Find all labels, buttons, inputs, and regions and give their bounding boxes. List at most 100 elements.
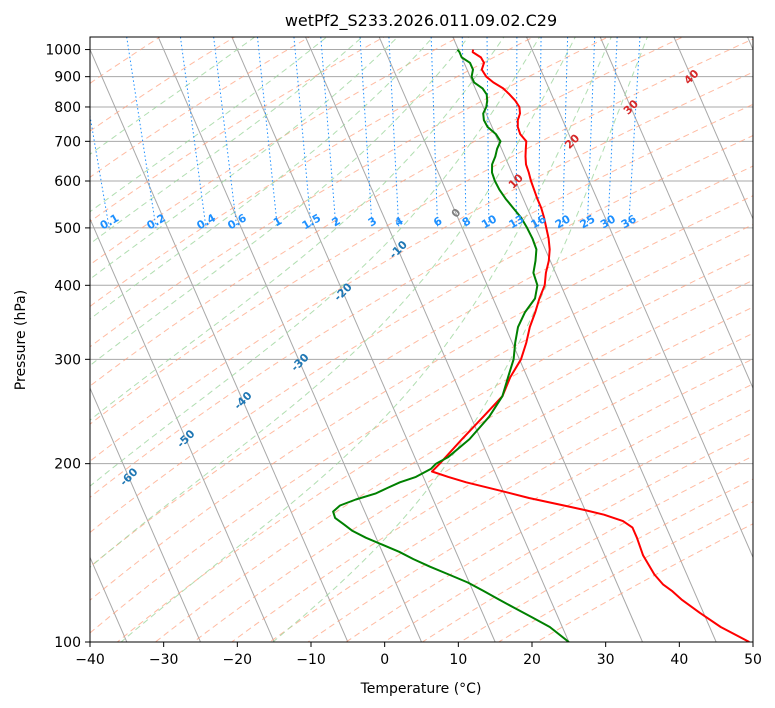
dry-adiabat <box>307 383 753 642</box>
y-tick-label: 700 <box>54 134 81 150</box>
isotherm-line <box>231 37 496 642</box>
mixing-ratio-line <box>607 37 618 228</box>
mixing-ratio-label: 30 <box>598 212 618 231</box>
x-axis-label: Temperature (°C) <box>360 681 482 697</box>
isotherm-line <box>0 25 59 655</box>
dry-adiabat <box>90 103 753 498</box>
moist-adiabat <box>90 37 470 367</box>
mixing-ratio-label: 4 <box>392 214 405 229</box>
dry-adiabat <box>345 407 753 642</box>
mixing-ratio-label: 13 <box>507 212 527 231</box>
dry-adiabat <box>535 523 753 642</box>
mixing-ratio-line <box>562 37 569 228</box>
isotherm-line <box>673 37 753 221</box>
mixing-ratio-label: 0.6 <box>225 211 249 232</box>
theta-e-curve <box>0 25 76 653</box>
mixing-ratio-label: 10 <box>479 212 499 231</box>
isotherm-line <box>90 48 349 642</box>
isotherm-label: 30 <box>621 97 641 117</box>
dry-adiabat <box>230 332 753 642</box>
dry-adiabat <box>90 135 753 534</box>
mixing-ratio-label: 3 <box>366 214 379 229</box>
dry-adiabat <box>90 37 385 223</box>
dry-adiabat <box>90 37 610 348</box>
isotherm-label: -30 <box>288 351 311 374</box>
isotherm-line <box>90 217 275 642</box>
moist-adiabat <box>120 37 612 642</box>
dry-adiabat <box>90 37 236 132</box>
y-tick-label: 600 <box>54 174 81 190</box>
y-tick-label: 300 <box>54 352 81 368</box>
moist-adiabat <box>90 37 399 280</box>
y-axis: 100 200 300 400 500 600 700 800 900 1000 <box>45 43 90 651</box>
moist-adiabat <box>90 37 541 487</box>
y-tick-label: 200 <box>54 457 81 473</box>
background-lines <box>0 25 753 655</box>
x-tick-label: 10 <box>449 652 467 668</box>
chart-title: wetPf2_S233.2026.011.09.02.C29 <box>285 11 557 31</box>
moist-adiabat <box>90 37 328 213</box>
moist-adiabat <box>90 37 256 155</box>
isotherm-label: 40 <box>681 67 701 87</box>
dry-adiabat <box>497 501 753 642</box>
isotherm-label: -20 <box>332 280 355 303</box>
mixing-ratio-line <box>461 37 467 228</box>
mixing-ratio-label: 6 <box>431 214 444 229</box>
dry-adiabat <box>383 432 753 642</box>
isotherm-label: -80 <box>3 542 26 565</box>
temperature-profile <box>431 49 750 642</box>
moist-adiabat <box>272 37 648 642</box>
dry-adiabat <box>90 37 460 266</box>
dry-adiabat <box>459 478 753 642</box>
moist-adiabat <box>90 37 434 320</box>
x-tick-label: −40 <box>75 652 105 668</box>
mixing-ratio-line <box>537 37 542 228</box>
plot-frame <box>89 36 754 643</box>
y-tick-label: 900 <box>54 70 81 86</box>
moist-adiabat <box>90 37 363 245</box>
mixing-ratio-label: 1.5 <box>300 211 323 232</box>
sounding-profiles <box>332 48 750 642</box>
x-tick-label: 30 <box>597 652 615 668</box>
dry-adiabat <box>90 37 311 178</box>
isotherm-line <box>304 37 570 642</box>
dry-adiabat <box>421 455 753 642</box>
mixing-ratio-line <box>320 37 337 228</box>
mixing-ratio-label: 2 <box>330 214 343 229</box>
mixing-ratio-label: 0.4 <box>195 211 219 232</box>
y-tick-label: 800 <box>54 100 81 116</box>
y-axis-label: Pressure (hPa) <box>13 290 29 390</box>
x-axis: −40 −30 −20 −10 0 10 20 30 40 50 <box>75 642 762 668</box>
x-tick-label: 50 <box>744 652 762 668</box>
dry-adiabat <box>90 224 753 634</box>
mixing-ratio-label: 0.2 <box>145 211 168 232</box>
mixing-ratio-line <box>388 37 400 228</box>
mixing-ratio-line <box>359 37 373 228</box>
isotherm-line <box>452 37 717 642</box>
mixing-ratio-line <box>628 37 641 228</box>
isotherm-line <box>157 37 423 642</box>
mixing-ratio-line <box>256 37 278 228</box>
mixing-ratio-line <box>586 37 596 228</box>
mixing-ratio-label: 25 <box>578 212 598 231</box>
moist-adiabat <box>90 37 576 568</box>
mixing-ratio-label: 20 <box>553 212 573 231</box>
y-tick-label: 100 <box>54 635 81 651</box>
isotherm-line <box>599 37 753 390</box>
y-tick-label: 1000 <box>45 43 81 59</box>
mixing-ratio-label: 0.1 <box>98 211 121 232</box>
isotherm-label: -40 <box>231 389 254 412</box>
isotherm-line <box>525 37 753 559</box>
isotherm-line <box>746 37 753 51</box>
dry-adiabat <box>116 252 753 642</box>
mixing-ratio-line <box>430 37 439 228</box>
dry-adiabat <box>90 37 535 308</box>
y-tick-label: 400 <box>54 278 81 294</box>
mixing-ratio-line <box>515 37 518 228</box>
mixing-ratio-label: 36 <box>619 212 639 231</box>
isotherm-label: -70 <box>60 503 83 526</box>
x-tick-label: −10 <box>296 652 326 668</box>
x-tick-label: −30 <box>149 652 179 668</box>
y-tick-label: 500 <box>54 221 81 237</box>
